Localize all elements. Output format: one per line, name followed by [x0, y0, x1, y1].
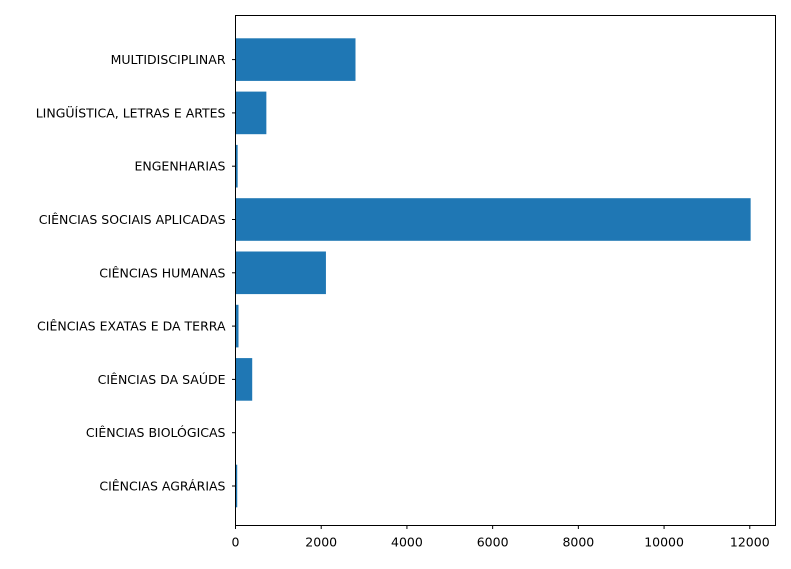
x-tick-label-8000: 8000: [562, 535, 594, 550]
x-tick-label-2000: 2000: [305, 535, 337, 550]
x-tick-label-6000: 6000: [477, 535, 509, 550]
bar-linguistica-letras-e-artes: [235, 91, 267, 135]
bars-group: [235, 38, 751, 508]
x-tick-label-0: 0: [232, 535, 240, 550]
x-tick-label-10000: 10000: [644, 535, 684, 550]
y-tick-label-ciencias-sociais-aplicadas: CIÊNCIAS SOCIAIS APLICADAS: [39, 212, 226, 227]
bar-ciencias-humanas: [235, 251, 326, 295]
x-axis-ticks: 0 2000 4000 6000 8000 10000 12000: [232, 525, 770, 550]
x-tick-label-12000: 12000: [730, 535, 770, 550]
y-tick-label-engenharias: ENGENHARIAS: [135, 159, 226, 174]
y-tick-label-ciencias-biologicas: CIÊNCIAS BIOLÓGICAS: [86, 425, 226, 440]
y-tick-label-ciencias-agrarias: CIÊNCIAS AGRÁRIAS: [99, 479, 225, 494]
y-tick-label-ciencias-humanas: CIÊNCIAS HUMANAS: [99, 265, 225, 280]
bar-ciencias-exatas-e-da-terra: [235, 304, 239, 348]
bar-ciencias-sociais-aplicadas: [235, 198, 751, 241]
bar-multidisciplinar: [235, 38, 356, 81]
plot-frame: [235, 15, 776, 526]
y-tick-label-linguistica-letras-e-artes: LINGÜÍSTICA, LETRAS E ARTES: [36, 104, 226, 120]
y-tick-label-multidisciplinar: MULTIDISCIPLINAR: [111, 52, 226, 67]
x-tick-label-4000: 4000: [391, 535, 423, 550]
y-tick-label-ciencias-da-saude: CIÊNCIAS DA SAÚDE: [98, 372, 226, 387]
y-axis-ticks: CIÊNCIAS AGRÁRIAS CIÊNCIAS BIOLÓGICAS CIÊN…: [36, 52, 236, 494]
y-tick-label-ciencias-exatas-e-da-terra: CIÊNCIAS EXATAS E DA TERRA: [37, 319, 226, 334]
bar-engenharias: [235, 144, 238, 188]
bar-ciencias-da-saude: [235, 358, 253, 401]
bar-ciencias-agrarias: [235, 464, 238, 508]
